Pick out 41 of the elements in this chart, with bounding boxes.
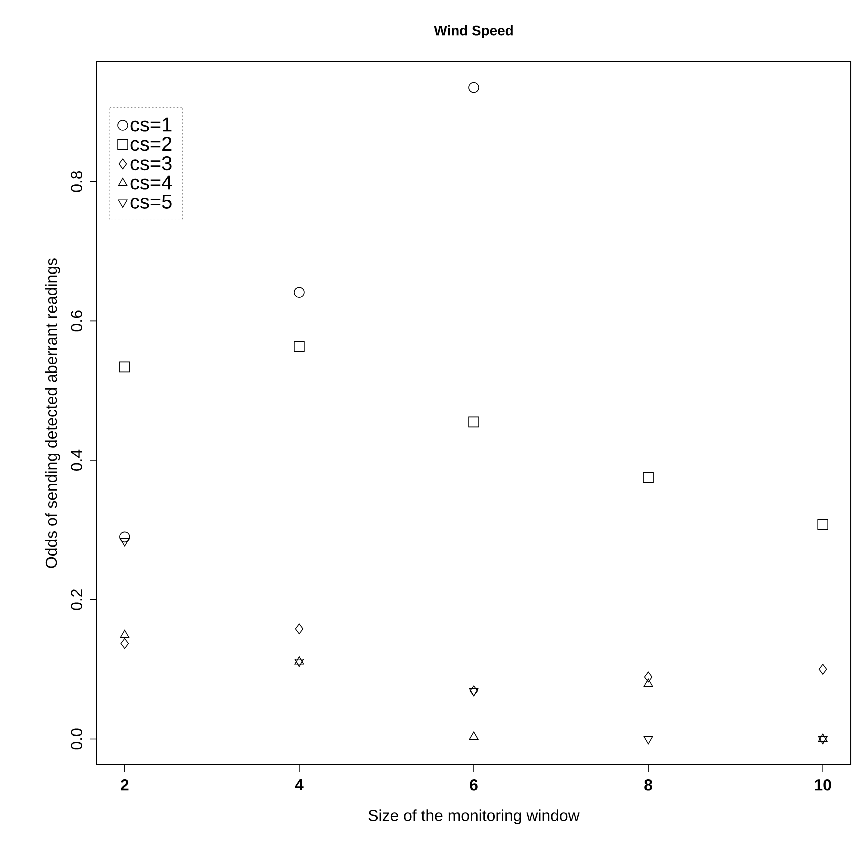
y-tick-label: 0.2 bbox=[71, 590, 82, 610]
point bbox=[468, 82, 480, 94]
point bbox=[644, 736, 654, 745]
point bbox=[469, 688, 479, 697]
point bbox=[643, 472, 654, 484]
point bbox=[818, 664, 828, 675]
point bbox=[295, 624, 304, 635]
x-tick-label: 8 bbox=[644, 780, 652, 791]
y-axis-title: Odds of sending detected aberrant readings bbox=[46, 258, 60, 568]
x-axis-title: Size of the monitoring window bbox=[368, 810, 580, 825]
point bbox=[294, 658, 304, 668]
legend-label: cs=2 bbox=[130, 137, 172, 152]
point bbox=[468, 416, 480, 428]
point bbox=[294, 287, 305, 298]
x-tick-label: 10 bbox=[815, 780, 832, 791]
point bbox=[818, 736, 828, 745]
point bbox=[470, 686, 478, 697]
point bbox=[294, 342, 305, 352]
y-tick-label: 0.6 bbox=[71, 310, 82, 332]
x-tick-label: 4 bbox=[295, 780, 304, 790]
legend-label: cs=4 bbox=[130, 176, 172, 190]
legend-label: cs=5 bbox=[130, 195, 172, 209]
x-tick-label: 2 bbox=[121, 780, 129, 791]
legend-label: cs=1 bbox=[130, 118, 172, 132]
point bbox=[644, 678, 654, 688]
point bbox=[120, 532, 130, 543]
point bbox=[120, 538, 130, 547]
x-tick-label: 6 bbox=[470, 780, 478, 791]
legend-label: cs=3 bbox=[130, 156, 172, 171]
y-tick-label: 0.4 bbox=[71, 450, 82, 471]
point bbox=[818, 519, 828, 530]
point bbox=[469, 732, 479, 740]
point bbox=[818, 734, 828, 742]
chart-title: Wind Speed bbox=[434, 25, 513, 38]
point bbox=[120, 362, 130, 373]
point bbox=[120, 630, 130, 638]
y-tick-label: 0.0 bbox=[71, 728, 82, 750]
point bbox=[294, 656, 304, 665]
y-tick-label: 0.8 bbox=[71, 171, 82, 192]
point bbox=[644, 672, 653, 683]
point bbox=[120, 638, 130, 650]
